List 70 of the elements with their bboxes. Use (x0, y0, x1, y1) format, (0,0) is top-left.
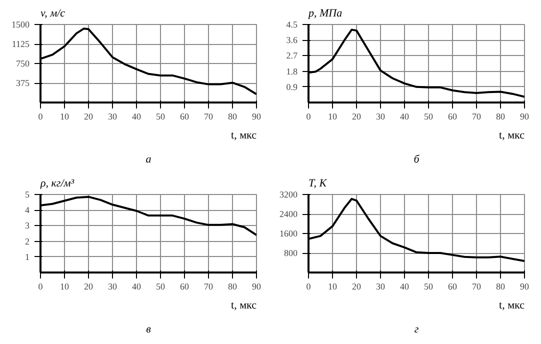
x-tick-label: 80 (496, 282, 506, 292)
y-axis-title: T, K (308, 178, 328, 190)
y-tick-label: 375 (16, 78, 30, 88)
y-axis-title: v, м/с (40, 8, 66, 20)
text: в (146, 324, 152, 336)
x-tick-label: 10 (328, 282, 338, 292)
y-tick-label: 4 (25, 205, 30, 216)
x-tick-label: 70 (204, 282, 214, 292)
x-tick-label: 70 (472, 282, 482, 292)
x-tick-label: 20 (352, 282, 362, 292)
x-tick-label: 40 (400, 282, 410, 292)
y-tick-label: 0.9 (286, 82, 298, 92)
y-tick-label: 3200 (280, 190, 298, 200)
x-axis-title: t, мкс (231, 300, 257, 312)
y-tick-label: 3.6 (286, 35, 298, 46)
text: б (414, 154, 420, 166)
x-tick-label: 50 (424, 282, 434, 292)
x-tick-label: 80 (228, 282, 238, 292)
x-tick-label: 40 (132, 112, 142, 122)
x-tick-label: 30 (108, 112, 118, 122)
y-tick-label: 1500 (12, 20, 30, 30)
text: а (146, 154, 152, 166)
y-tick-label: 1.8 (286, 66, 298, 76)
y-tick-label: 750 (16, 58, 30, 68)
x-axis-title: t, мкс (499, 130, 525, 142)
x-tick-label: 50 (156, 282, 166, 292)
y-tick-label: 800 (284, 248, 298, 258)
y-tick-label: 2 (25, 236, 30, 246)
x-tick-label: 90 (252, 282, 262, 292)
x-tick-label: 60 (448, 282, 458, 292)
y-tick-label: 4.5 (286, 20, 298, 30)
x-tick-label: 40 (400, 112, 410, 122)
y-tick-label: 2400 (280, 209, 298, 219)
y-tick-label: 5 (25, 190, 30, 200)
x-tick-label: 30 (108, 282, 118, 292)
y-tick-label: 2.7 (286, 50, 298, 61)
y-tick-label: 1600 (280, 228, 298, 238)
x-tick-label: 50 (424, 112, 434, 122)
x-tick-label: 0 (38, 282, 44, 292)
x-tick-label: 0 (306, 112, 312, 122)
x-tick-label: 70 (204, 112, 214, 122)
x-tick-label: 0 (38, 112, 44, 122)
x-axis-title: t, мкс (231, 130, 257, 142)
y-tick-label: 1125 (12, 39, 30, 49)
x-tick-label: 10 (328, 112, 338, 122)
y-tick-label: 1 (25, 252, 30, 262)
x-tick-label: 60 (180, 112, 190, 122)
y-axis-title: ρ, кг/м³ (40, 178, 75, 190)
y-axis-title: p, МПа (308, 8, 343, 20)
x-tick-label: 20 (84, 112, 94, 122)
x-tick-label: 60 (448, 112, 458, 122)
x-tick-label: 10 (60, 112, 70, 122)
x-tick-label: 80 (228, 112, 238, 122)
x-tick-label: 90 (520, 112, 530, 122)
x-tick-label: 80 (496, 112, 506, 122)
x-tick-label: 90 (520, 282, 530, 292)
x-axis-title: t, мкс (499, 300, 525, 312)
x-tick-label: 30 (376, 112, 386, 122)
x-tick-label: 70 (472, 112, 482, 122)
x-tick-label: 30 (376, 282, 386, 292)
x-tick-label: 50 (156, 112, 166, 122)
x-tick-label: 20 (352, 112, 362, 122)
x-tick-label: 40 (132, 282, 142, 292)
x-tick-label: 90 (252, 112, 262, 122)
text: г (414, 324, 420, 336)
x-tick-label: 20 (84, 282, 94, 292)
x-tick-label: 10 (60, 282, 70, 292)
y-tick-label: 3 (25, 220, 30, 231)
x-tick-label: 60 (180, 282, 190, 292)
x-tick-label: 0 (306, 282, 312, 292)
